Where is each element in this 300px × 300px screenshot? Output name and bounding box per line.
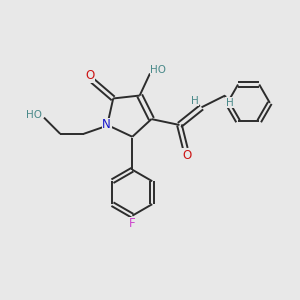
Text: O: O xyxy=(85,69,94,82)
Text: N: N xyxy=(102,118,111,131)
Text: H: H xyxy=(226,98,233,108)
Text: H: H xyxy=(191,96,199,106)
Text: F: F xyxy=(129,218,136,230)
Text: HO: HO xyxy=(26,110,42,120)
Text: O: O xyxy=(182,148,191,161)
Text: HO: HO xyxy=(150,65,166,75)
